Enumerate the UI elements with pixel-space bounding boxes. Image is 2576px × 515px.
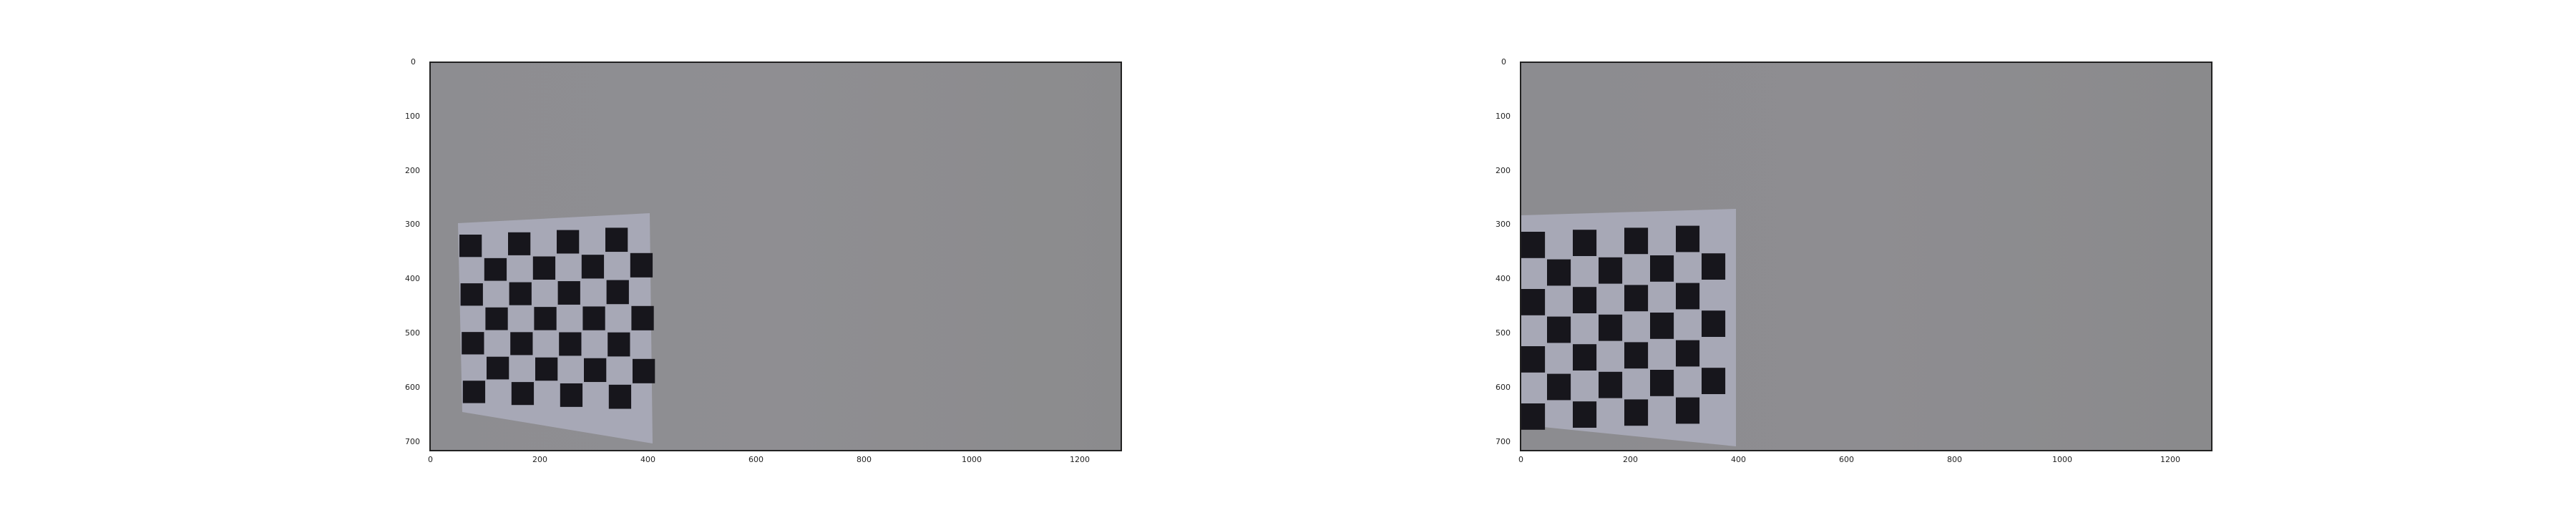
checkerboard-square xyxy=(557,230,580,254)
ytick-label: 300 xyxy=(1496,220,1511,229)
checkerboard-square xyxy=(1650,255,1674,282)
ytick-label: 400 xyxy=(405,274,420,283)
checkerboard-square xyxy=(509,282,532,305)
ytick-label: 100 xyxy=(405,112,420,121)
checkerboard-square xyxy=(508,232,531,255)
checkerboard-square xyxy=(1521,289,1546,315)
checkerboard-square xyxy=(560,383,583,407)
ytick-label: 500 xyxy=(1496,328,1511,338)
checkerboard-photo xyxy=(1521,63,2211,450)
checkerboard-square xyxy=(1702,310,1726,337)
checkerboard-square xyxy=(1676,283,1700,310)
ytick-label: 400 xyxy=(1496,274,1511,283)
checkerboard-square xyxy=(510,332,533,355)
checkerboard-square xyxy=(1624,285,1649,312)
ytick-label: 200 xyxy=(405,166,420,175)
checkerboard-square xyxy=(487,356,509,380)
checkerboard-square xyxy=(1676,340,1700,367)
xtick-label: 1200 xyxy=(2160,455,2180,464)
checkerboard-square xyxy=(485,307,508,330)
ytick-label: 700 xyxy=(405,437,420,446)
checkerboard-square xyxy=(1599,314,1623,341)
checkerboard-square xyxy=(1573,401,1597,428)
checkerboard-square xyxy=(1547,373,1571,401)
xtick-label: 1000 xyxy=(962,455,982,464)
checkerboard-square xyxy=(581,255,605,279)
xtick-label: 0 xyxy=(1518,455,1523,464)
checkerboard-square xyxy=(582,306,605,330)
checkerboard-square xyxy=(534,307,557,330)
checkerboard-square xyxy=(1624,342,1649,369)
xtick-label: 800 xyxy=(857,455,872,464)
checkerboard-square xyxy=(633,358,655,383)
xtick-label: 200 xyxy=(1623,455,1638,464)
checkerboard-square xyxy=(460,283,483,306)
checkerboard-square xyxy=(608,384,632,409)
checkerboard-square xyxy=(1547,316,1571,343)
checkerboard-square xyxy=(459,235,482,258)
checkerboard-square xyxy=(1573,344,1597,371)
checkerboard-square xyxy=(1521,346,1546,373)
checkerboard-square xyxy=(511,382,535,406)
checkerboard-square xyxy=(559,332,582,356)
xtick-label: 200 xyxy=(532,455,547,464)
ytick-label: 100 xyxy=(1496,112,1511,121)
ytick-label: 500 xyxy=(405,328,420,338)
checkerboard-square xyxy=(1599,371,1623,398)
xtick-label: 1200 xyxy=(1070,455,1090,464)
xtick-label: 600 xyxy=(1839,455,1854,464)
checkerboard-square xyxy=(1573,287,1597,313)
xtick-label: 600 xyxy=(748,455,763,464)
ytick-label: 0 xyxy=(411,57,416,67)
xtick-label: 400 xyxy=(1731,455,1746,464)
checkerboard-square xyxy=(1521,232,1546,258)
checkerboard-square xyxy=(535,357,558,381)
ytick-label: 600 xyxy=(1496,383,1511,392)
checkerboard-square xyxy=(462,332,484,355)
checkerboard-square xyxy=(608,332,630,357)
checkerboard-square xyxy=(532,256,556,280)
checkerboard-square xyxy=(630,252,653,278)
checkerboard-square xyxy=(1547,259,1571,286)
checkerboard-square xyxy=(557,281,580,305)
checkerboard-square xyxy=(1599,257,1623,284)
checkerboard-square xyxy=(1650,370,1674,396)
checkerboard-photo xyxy=(431,63,1121,450)
checkerboard-square xyxy=(584,358,607,383)
ytick-label: 0 xyxy=(1501,57,1506,67)
ytick-label: 700 xyxy=(1496,437,1511,446)
checkerboard-square xyxy=(631,305,654,330)
xtick-label: 0 xyxy=(428,455,433,464)
checkerboard-square xyxy=(606,280,629,305)
checkerboard-square xyxy=(1624,227,1649,255)
checkerboard-square xyxy=(462,381,486,403)
photo-checkerboard-original xyxy=(429,62,1122,451)
checkerboard-square xyxy=(1702,368,1726,394)
xtick-label: 1000 xyxy=(2052,455,2072,464)
ytick-label: 300 xyxy=(405,220,420,229)
photo-checkerboard-undistorted xyxy=(1520,62,2212,451)
xtick-label: 800 xyxy=(1947,455,1962,464)
xtick-label: 400 xyxy=(640,455,655,464)
checkerboard-square xyxy=(1650,313,1674,339)
checkerboard-square xyxy=(1624,399,1649,426)
checkerboard-square xyxy=(1702,253,1726,280)
ytick-label: 200 xyxy=(1496,166,1511,175)
checkerboard-square xyxy=(1573,230,1597,256)
ytick-label: 600 xyxy=(405,383,420,392)
checkerboard-square xyxy=(1676,397,1700,424)
checkerboard-square xyxy=(1676,225,1700,252)
checkerboard-square xyxy=(484,258,507,281)
checkerboard-square xyxy=(605,227,628,252)
checkerboard-square xyxy=(1521,403,1546,430)
